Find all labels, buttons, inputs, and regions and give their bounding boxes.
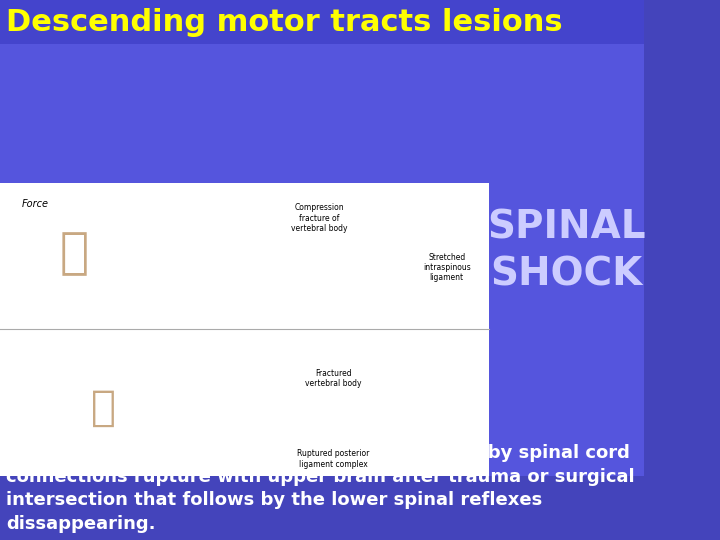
- Text: Descending motor tracts lesions: Descending motor tracts lesions: [6, 8, 563, 37]
- FancyBboxPatch shape: [0, 0, 644, 523]
- FancyBboxPatch shape: [0, 183, 490, 481]
- FancyBboxPatch shape: [0, 476, 644, 523]
- Text: SPINAL
SHOCK: SPINAL SHOCK: [487, 208, 646, 293]
- FancyBboxPatch shape: [0, 0, 644, 44]
- Text: - temporary pathologic condition characterizes by spinal cord
connections ruptur: - temporary pathologic condition charact…: [6, 444, 635, 533]
